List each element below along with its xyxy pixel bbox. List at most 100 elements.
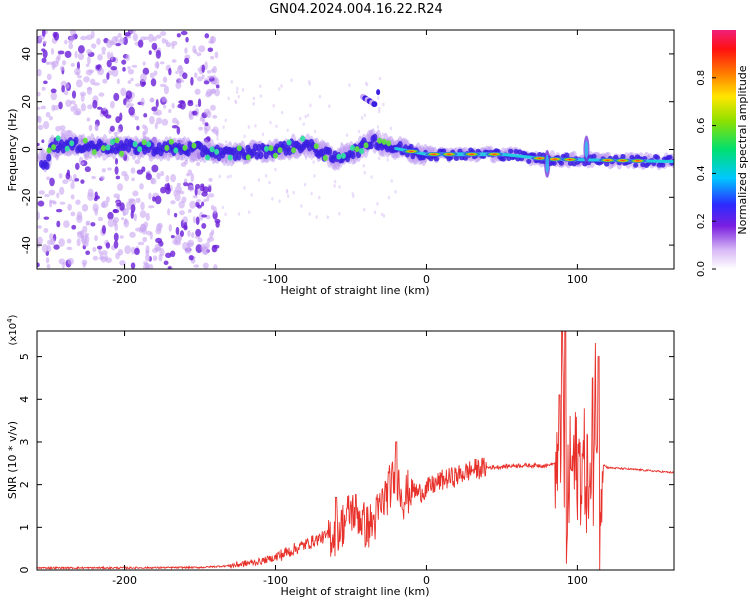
noise-blob [155,99,159,108]
ridge-band [654,155,660,161]
noise-blob [313,129,317,134]
noise-blob [208,177,213,182]
noise-blob [97,152,102,158]
noise-blob [131,177,135,182]
heatmap-plot [37,30,674,269]
ridge-band [185,148,191,157]
noise-blob [97,216,104,222]
noise-blob [135,197,141,204]
heatmap-y-tick-label: -40 [20,236,33,254]
noise-blob [318,94,322,99]
noise-blob [41,86,46,91]
noise-blob [81,203,89,212]
colorbar [712,30,736,269]
noise-blob [65,83,70,89]
ridge-band [433,156,440,162]
ridge-band [591,153,597,159]
noise-blob [80,103,87,112]
noise-blob [252,101,255,106]
snr-y-tick-label: 3 [18,438,31,445]
ridge-peak [105,144,111,151]
colorbar-tick-label: 0.2 [696,213,707,229]
noise-blob [61,85,65,93]
noise-blob [74,178,80,182]
noise-blob [337,166,341,170]
noise-blob [129,231,136,238]
noise-blob [145,266,150,269]
ridge-band [500,156,507,162]
noise-blob [252,96,256,101]
noise-blob [340,141,343,146]
noise-blob [210,55,215,60]
noise-blob [111,68,119,77]
noise-blob [278,87,281,91]
noise-blob [48,116,53,121]
noise-blob [40,105,46,110]
noise-blob [161,37,167,44]
noise-blob [130,262,136,269]
noise-blob [176,156,180,161]
noise-blob [182,241,189,251]
noise-blob [117,32,122,38]
heatmap-y-label: Frequency (Hz) [6,109,19,192]
colorbar-tick-label: 0.6 [696,118,707,134]
ridge-peak [119,150,125,157]
noise-blob [59,125,66,130]
noise-blob [195,199,202,203]
noise-blob [176,126,181,135]
noise-blob [387,195,391,200]
noise-blob [87,55,91,65]
noise-blob [188,255,194,261]
noise-blob [229,174,232,178]
noise-blob [140,73,147,83]
noise-blob [168,67,172,76]
noise-blob [128,106,135,116]
noise-blob [117,248,124,256]
noise-blob [167,151,173,158]
noise-blob [304,156,308,160]
noise-blob [201,214,208,218]
noise-blob [202,118,206,125]
noise-blob [178,79,185,83]
noise-blob [119,235,124,239]
ridge-peak [322,154,328,161]
noise-blob [83,76,90,83]
noise-blob [55,208,63,213]
noise-blob [142,236,148,243]
noise-blob [167,208,171,216]
noise-blob [193,264,200,268]
noise-blob [179,210,185,216]
noise-blob [271,141,274,145]
noise-blob [202,246,209,256]
heatmap-x-label: Height of straight line (km) [280,284,429,297]
noise-blob [58,238,65,247]
noise-blob [201,223,207,229]
noise-blob [382,214,386,218]
noise-blob [96,37,101,45]
vertical-spread-core [545,154,550,173]
noise-blob [175,226,180,236]
noise-blob [53,244,60,250]
heatmap-x-tick-label: -200 [112,273,137,286]
noise-blob [37,124,44,131]
noise-blob [237,94,240,99]
noise-blob [48,189,56,196]
ridge-peak [291,147,297,154]
noise-blob [373,210,377,215]
noise-blob [80,93,85,103]
noise-blob [365,82,369,87]
noise-blob [345,133,349,137]
noise-blob [197,98,202,107]
noise-blob [37,68,42,77]
noise-blob [145,173,152,181]
noise-blob [259,84,262,89]
colorbar-tick-label: 0.4 [696,165,707,181]
noise-blob [304,114,307,119]
noise-blob [348,83,351,87]
noise-blob [92,246,97,253]
noise-blob [124,173,130,182]
snr-x-tick-label: -100 [263,574,288,587]
noise-blob [271,196,274,201]
noise-blob [80,179,85,184]
noise-blob [88,124,93,132]
